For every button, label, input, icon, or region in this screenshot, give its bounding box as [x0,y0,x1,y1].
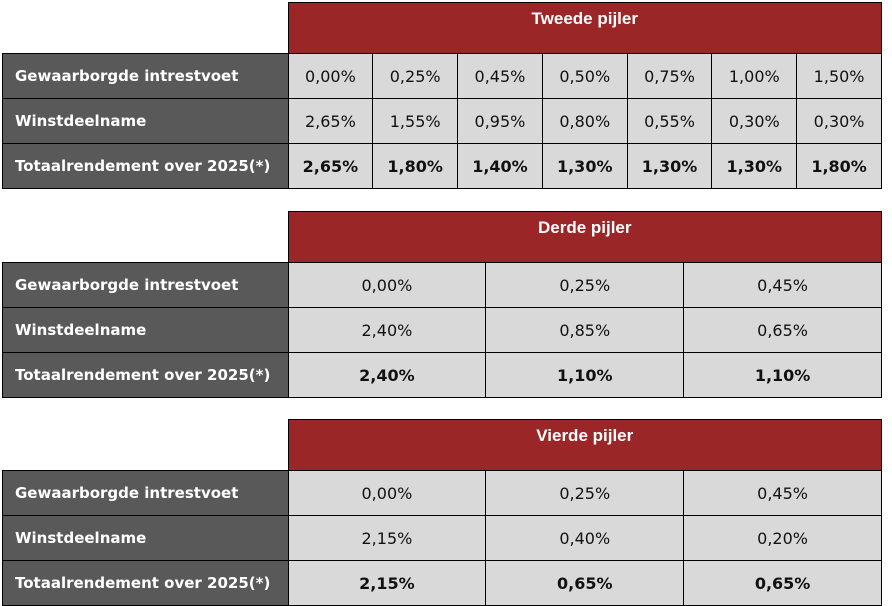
table-title: Vierde pijler [287,419,882,471]
table-row: Gewaarborgde intrestvoet 0,00% 0,25% 0,45% [2,262,882,308]
value-cell: 1,80% [372,143,459,189]
empty-corner [2,211,288,263]
table-row: Gewaarborgde intrestvoet 0,00% 0,25% 0,45% 0… [2,53,882,99]
value-cell: 0,45% [683,262,882,308]
value-cell: 2,65% [287,98,374,144]
value-cell: 1,10% [485,352,685,398]
value-cell: 1,30% [711,143,798,189]
row-label: Gewaarborgde intrestvoet [2,262,289,308]
row-label: Gewaarborgde intrestvoet [2,470,289,516]
tweede-pijler-table: Tweede pijler Gewaarborgde intrestvoet 0,0… [2,2,882,189]
empty-corner [2,419,288,471]
header-row: Vierde pijler [2,419,882,471]
table-row: Gewaarborgde intrestvoet 0,00% 0,25% 0,45% [2,470,882,516]
value-cell: 0,25% [372,53,459,99]
value-cell: 0,55% [626,98,713,144]
value-cell: 0,45% [683,470,882,516]
value-cell: 2,15% [287,515,487,561]
value-cell: 0,30% [796,98,882,144]
value-cell: 1,40% [457,143,543,189]
derde-pijler-table: Derde pijler Gewaarborgde intrestvoet 0,00… [2,211,882,398]
value-cell: 1,55% [372,98,459,144]
row-label: Totaalrendement over 2025(*) [2,560,289,606]
empty-corner [2,2,288,54]
value-cell: 0,00% [287,470,487,516]
row-label: Winstdeelname [2,307,289,353]
vierde-pijler-table: Vierde pijler Gewaarborgde intrestvoet 0,0… [2,419,882,606]
table-row: Winstdeelname 2,65% 1,55% 0,95% 0,80% 0,55% 0,… [2,98,882,144]
value-cell: 0,85% [485,307,685,353]
row-label: Totaalrendement over 2025(*) [2,143,289,189]
header-row: Derde pijler [2,211,882,263]
value-cell: 1,00% [711,53,798,99]
table-row: Totaalrendement over 2025(*) 2,65% 1,80% 1,… [2,143,882,189]
value-cell: 0,75% [626,53,713,99]
value-cell: 0,65% [683,307,882,353]
value-cell: 0,65% [683,560,882,606]
table-row: Totaalrendement over 2025(*) 2,15% 0,65% 0,… [2,560,882,606]
value-cell: 1,30% [541,143,628,189]
row-label: Gewaarborgde intrestvoet [2,53,289,99]
value-cell: 0,80% [541,98,628,144]
value-cell: 0,95% [457,98,543,144]
row-label: Winstdeelname [2,98,289,144]
value-cell: 1,80% [796,143,882,189]
row-label: Totaalrendement over 2025(*) [2,352,289,398]
table-row: Winstdeelname 2,40% 0,85% 0,65% [2,307,882,353]
value-cell: 0,30% [711,98,798,144]
value-cell: 1,10% [683,352,882,398]
row-label: Winstdeelname [2,515,289,561]
value-cell: 2,40% [287,352,487,398]
value-cell: 2,40% [287,307,487,353]
value-cell: 0,40% [485,515,685,561]
value-cell: 2,15% [287,560,487,606]
value-cell: 0,25% [485,470,685,516]
value-cell: 0,25% [485,262,685,308]
value-cell: 0,65% [485,560,685,606]
value-cell: 1,50% [796,53,882,99]
table-row: Winstdeelname 2,15% 0,40% 0,20% [2,515,882,561]
value-cell: 0,50% [541,53,628,99]
table-title: Tweede pijler [287,2,882,54]
value-cell: 0,00% [287,262,487,308]
value-cell: 1,30% [626,143,713,189]
value-cell: 2,65% [287,143,374,189]
value-cell: 0,45% [457,53,543,99]
table-row: Totaalrendement over 2025(*) 2,40% 1,10% 1,… [2,352,882,398]
value-cell: 0,20% [683,515,882,561]
header-row: Tweede pijler [2,2,882,54]
table-title: Derde pijler [287,211,882,263]
value-cell: 0,00% [287,53,374,99]
